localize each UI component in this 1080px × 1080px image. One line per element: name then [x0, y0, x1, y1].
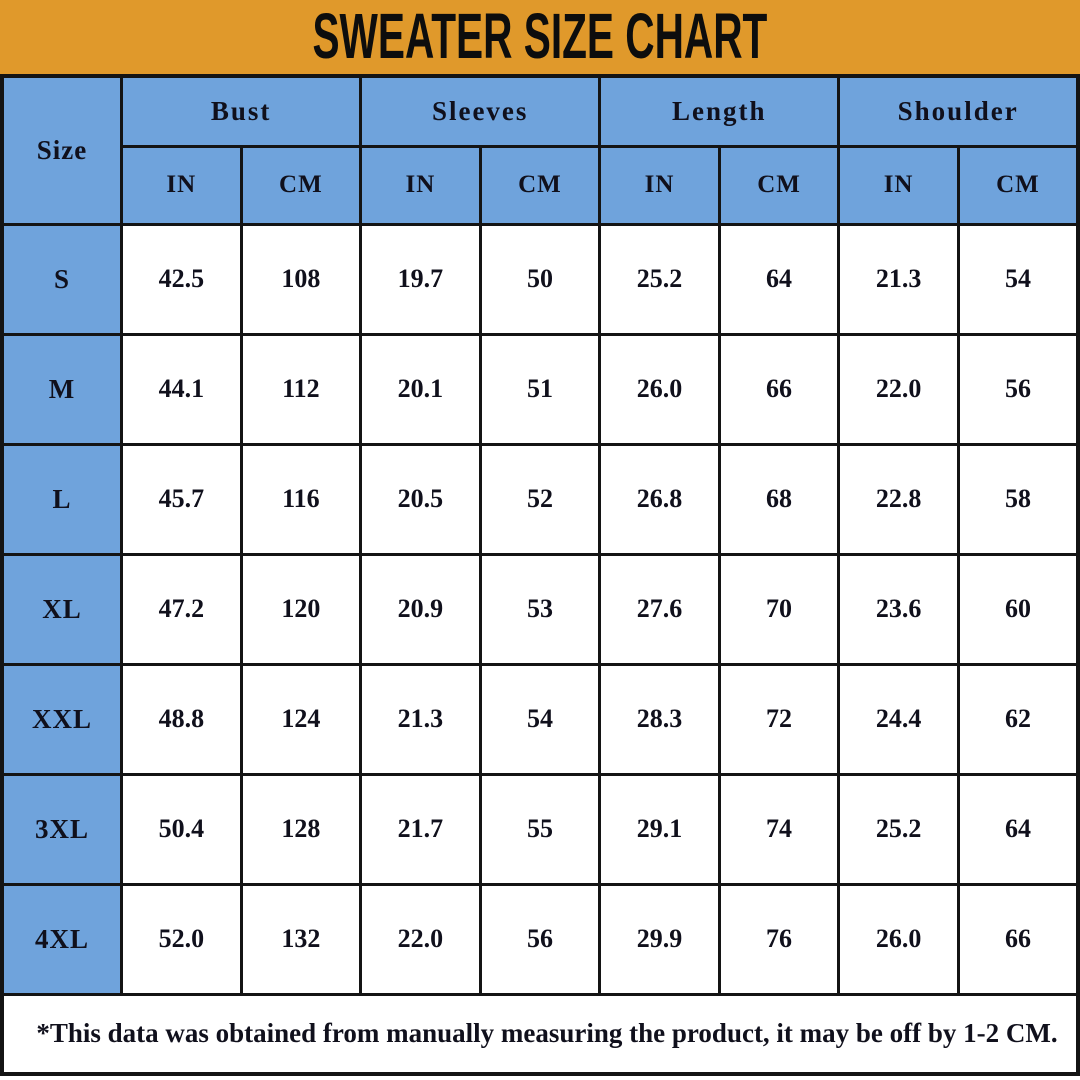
value-cell: 48.8 [120, 662, 243, 776]
value-cell: 76 [717, 882, 841, 996]
value-cell: 72 [717, 662, 841, 776]
table-row: XL 47.2 120 20.9 53 27.6 70 23.6 60 [0, 552, 1080, 666]
value-cell: 124 [239, 662, 363, 776]
group-header-row: Size Bust Sleeves Length Shoulder [0, 74, 1080, 226]
value-cell: 22.0 [837, 332, 960, 446]
size-cell: XL [0, 552, 124, 666]
column-group-length: Length [598, 74, 841, 148]
table-row: XXL 48.8 124 21.3 54 28.3 72 24.4 62 [0, 662, 1080, 776]
value-cell: 66 [717, 332, 841, 446]
value-cell: 29.1 [598, 772, 721, 886]
value-cell: 120 [239, 552, 363, 666]
value-cell: 42.5 [120, 222, 243, 336]
value-cell: 64 [717, 222, 841, 336]
table-footer: *This data was obtained from manually me… [0, 992, 1080, 1076]
column-header-size: Size [0, 74, 124, 226]
value-cell: 116 [239, 442, 363, 556]
value-cell: 52 [478, 442, 602, 556]
value-cell: 66 [956, 882, 1080, 996]
unit-header-shoulder-in: IN [837, 144, 960, 226]
value-cell: 26.0 [598, 332, 721, 446]
value-cell: 20.9 [359, 552, 482, 666]
value-cell: 27.6 [598, 552, 721, 666]
value-cell: 54 [478, 662, 602, 776]
value-cell: 47.2 [120, 552, 243, 666]
value-cell: 50.4 [120, 772, 243, 886]
size-cell: 4XL [0, 882, 124, 996]
value-cell: 21.7 [359, 772, 482, 886]
value-cell: 24.4 [837, 662, 960, 776]
size-cell: S [0, 222, 124, 336]
table-row: 3XL 50.4 128 21.7 55 29.1 74 25.2 64 [0, 772, 1080, 886]
value-cell: 50 [478, 222, 602, 336]
unit-header-shoulder-cm: CM [956, 144, 1080, 226]
value-cell: 74 [717, 772, 841, 886]
value-cell: 21.3 [837, 222, 960, 336]
size-cell: L [0, 442, 124, 556]
value-cell: 56 [956, 332, 1080, 446]
table-row: S 42.5 108 19.7 50 25.2 64 21.3 54 [0, 222, 1080, 336]
value-cell: 26.8 [598, 442, 721, 556]
value-cell: 29.9 [598, 882, 721, 996]
value-cell: 112 [239, 332, 363, 446]
unit-header-sleeves-in: IN [359, 144, 482, 226]
value-cell: 70 [717, 552, 841, 666]
measurement-note: *This data was obtained from manually me… [0, 992, 1080, 1076]
size-table-body: S 42.5 108 19.7 50 25.2 64 21.3 54 M 44.… [0, 222, 1080, 996]
value-cell: 62 [956, 662, 1080, 776]
value-cell: 64 [956, 772, 1080, 886]
value-cell: 56 [478, 882, 602, 996]
unit-header-bust-in: IN [120, 144, 243, 226]
value-cell: 22.0 [359, 882, 482, 996]
table-row: M 44.1 112 20.1 51 26.0 66 22.0 56 [0, 332, 1080, 446]
value-cell: 45.7 [120, 442, 243, 556]
value-cell: 20.5 [359, 442, 482, 556]
column-group-shoulder: Shoulder [837, 74, 1080, 148]
page-title: SWEATER SIZE CHART [312, 0, 768, 73]
value-cell: 52.0 [120, 882, 243, 996]
value-cell: 55 [478, 772, 602, 886]
value-cell: 25.2 [598, 222, 721, 336]
unit-header-bust-cm: CM [239, 144, 363, 226]
value-cell: 60 [956, 552, 1080, 666]
value-cell: 28.3 [598, 662, 721, 776]
unit-header-row: IN CM IN CM IN CM IN CM [2, 144, 1080, 226]
unit-header-sleeves-cm: CM [478, 144, 602, 226]
value-cell: 128 [239, 772, 363, 886]
value-cell: 53 [478, 552, 602, 666]
unit-header-length-cm: CM [717, 144, 841, 226]
value-cell: 54 [956, 222, 1080, 336]
value-cell: 132 [239, 882, 363, 996]
value-cell: 20.1 [359, 332, 482, 446]
table-row: 4XL 52.0 132 22.0 56 29.9 76 26.0 66 [0, 882, 1080, 996]
column-group-sleeves: Sleeves [359, 74, 602, 148]
size-cell: M [0, 332, 124, 446]
size-cell: XXL [0, 662, 124, 776]
unit-header-length-in: IN [598, 144, 721, 226]
value-cell: 51 [478, 332, 602, 446]
title-bar: SWEATER SIZE CHART [0, 0, 1080, 74]
value-cell: 23.6 [837, 552, 960, 666]
value-cell: 19.7 [359, 222, 482, 336]
table-row: L 45.7 116 20.5 52 26.8 68 22.8 58 [0, 442, 1080, 556]
size-chart-table: Size Bust Sleeves Length Shoulder IN CM … [0, 74, 1080, 1076]
size-cell: 3XL [0, 772, 124, 886]
note-row: *This data was obtained from manually me… [0, 992, 1080, 1076]
value-cell: 108 [239, 222, 363, 336]
table-header: Size Bust Sleeves Length Shoulder IN CM … [0, 74, 1080, 226]
column-group-bust: Bust [120, 74, 363, 148]
value-cell: 58 [956, 442, 1080, 556]
value-cell: 26.0 [837, 882, 960, 996]
value-cell: 68 [717, 442, 841, 556]
value-cell: 25.2 [837, 772, 960, 886]
value-cell: 22.8 [837, 442, 960, 556]
value-cell: 21.3 [359, 662, 482, 776]
value-cell: 44.1 [120, 332, 243, 446]
